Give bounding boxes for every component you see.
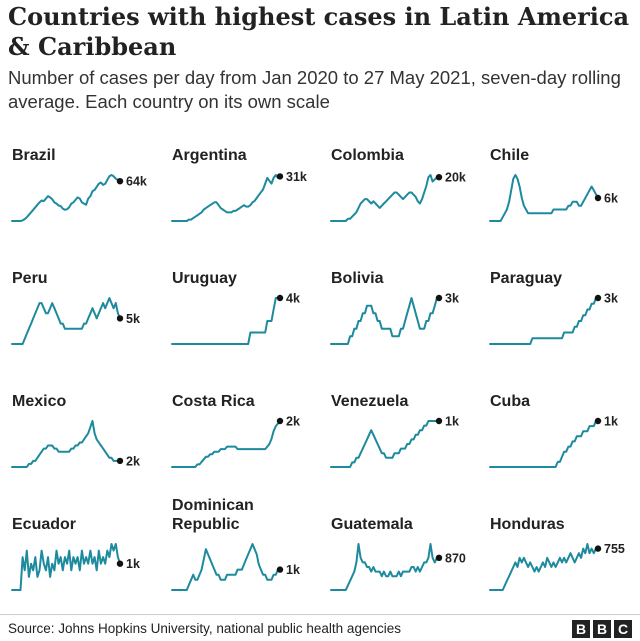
panel-ecuador: Ecuador 1k <box>11 516 140 591</box>
latest-point-ecuador <box>116 560 124 567</box>
latest-value-label-guatemala: 870 <box>445 551 466 565</box>
latest-value-label-honduras: 755 <box>604 542 625 556</box>
latest-value-label-chile: 6k <box>604 192 618 206</box>
latest-value-label-costa-rica: 2k <box>286 415 300 429</box>
panel-honduras: Honduras 755 <box>489 516 625 591</box>
latest-point-uruguay <box>276 294 284 302</box>
latest-point-argentina <box>276 173 284 180</box>
latest-point-chile <box>594 194 602 202</box>
latest-point-venezuela <box>435 417 443 425</box>
latest-value-label-paraguay: 3k <box>604 292 618 306</box>
chart-subtitle: Number of cases per day from Jan 2020 to… <box>8 67 621 112</box>
panel-bolivia: Bolivia 3k <box>330 270 459 345</box>
trend-line-honduras <box>489 543 599 591</box>
country-name-ecuador: Ecuador <box>12 516 76 533</box>
bbc-logo-letter: B <box>572 620 590 638</box>
country-name-paraguay: Paraguay <box>490 270 562 287</box>
trend-line-uruguay <box>171 297 281 345</box>
latest-point-colombia <box>435 174 443 181</box>
latest-value-label-venezuela: 1k <box>445 415 459 429</box>
latest-value-label-peru: 5k <box>126 312 140 326</box>
panel-colombia: Colombia 20k <box>330 147 466 222</box>
bbc-logo-letter: C <box>614 620 632 638</box>
bbc-logo: B B C <box>572 620 632 638</box>
country-name-venezuela: Venezuela <box>331 393 408 410</box>
panel-uruguay: Uruguay 4k <box>171 270 300 345</box>
latest-point-bolivia <box>435 294 443 302</box>
trend-line-dominican-republic <box>171 543 281 591</box>
panel-guatemala: Guatemala 870 <box>330 516 466 591</box>
latest-point-costa-rica <box>276 417 284 425</box>
latest-value-label-mexico: 2k <box>126 454 140 468</box>
country-name-bolivia: Bolivia <box>331 270 384 287</box>
panel-peru: Peru 5k <box>11 270 140 345</box>
country-name-uruguay: Uruguay <box>172 270 237 287</box>
panel-chile: Chile 6k <box>489 147 618 222</box>
panel-mexico: Mexico 2k <box>11 393 140 468</box>
country-name-colombia: Colombia <box>331 147 404 164</box>
latest-point-guatemala <box>435 554 443 561</box>
source-note: Source: Johns Hopkins University, nation… <box>8 621 401 636</box>
panel-argentina: Argentina 31k <box>171 147 307 222</box>
latest-point-honduras <box>594 545 602 552</box>
trend-line-colombia <box>330 174 440 222</box>
trend-line-mexico <box>11 420 121 468</box>
country-name-dominican-republic: Republic <box>172 516 240 533</box>
country-name-guatemala: Guatemala <box>331 516 413 533</box>
latest-value-label-brazil: 64k <box>126 175 147 189</box>
panel-cuba: Cuba 1k <box>489 393 618 468</box>
panel-dominican-republic: Dominican Republic 1k <box>171 497 300 591</box>
trend-line-paraguay <box>489 297 599 345</box>
latest-value-label-cuba: 1k <box>604 415 618 429</box>
trend-line-bolivia <box>330 297 440 345</box>
panel-paraguay: Paraguay 3k <box>489 270 618 345</box>
trend-line-peru <box>11 297 121 345</box>
latest-value-label-uruguay: 4k <box>286 292 300 306</box>
trend-line-costa-rica <box>171 420 281 468</box>
latest-value-label-ecuador: 1k <box>126 557 140 571</box>
trend-line-guatemala <box>330 543 440 591</box>
trend-line-ecuador <box>11 543 121 591</box>
country-name-mexico: Mexico <box>12 393 66 410</box>
panel-venezuela: Venezuela 1k <box>330 393 459 468</box>
bbc-logo-letter: B <box>593 620 611 638</box>
country-name-costa-rica: Costa Rica <box>172 393 255 410</box>
trend-line-chile <box>489 174 599 222</box>
panel-costa-rica: Costa Rica 2k <box>171 393 300 468</box>
country-name-honduras: Honduras <box>490 516 565 533</box>
latest-value-label-dominican-republic: 1k <box>286 563 300 577</box>
latest-value-label-colombia: 20k <box>445 171 466 185</box>
country-name-peru: Peru <box>12 270 48 287</box>
trend-line-argentina <box>171 174 281 222</box>
chart-title: Countries with highest cases in Latin Am… <box>8 2 630 61</box>
country-name-chile: Chile <box>490 147 529 164</box>
latest-value-label-bolivia: 3k <box>445 292 459 306</box>
latest-point-peru <box>116 315 124 322</box>
trend-line-brazil <box>11 174 121 222</box>
latest-point-cuba <box>594 417 602 425</box>
country-name-cuba: Cuba <box>490 393 530 410</box>
panel-brazil: Brazil 64k <box>11 147 147 222</box>
country-name-dominican-republic: Dominican <box>172 497 254 514</box>
footer: Source: Johns Hopkins University, nation… <box>0 614 640 641</box>
country-name-argentina: Argentina <box>172 147 247 164</box>
latest-point-mexico <box>116 457 124 465</box>
latest-value-label-argentina: 31k <box>286 170 307 184</box>
latest-point-dominican-republic <box>276 566 284 573</box>
latest-point-paraguay <box>594 294 602 302</box>
latest-point-brazil <box>116 178 124 185</box>
trend-line-cuba <box>489 420 599 468</box>
trend-line-venezuela <box>330 420 440 468</box>
country-name-brazil: Brazil <box>12 147 56 164</box>
